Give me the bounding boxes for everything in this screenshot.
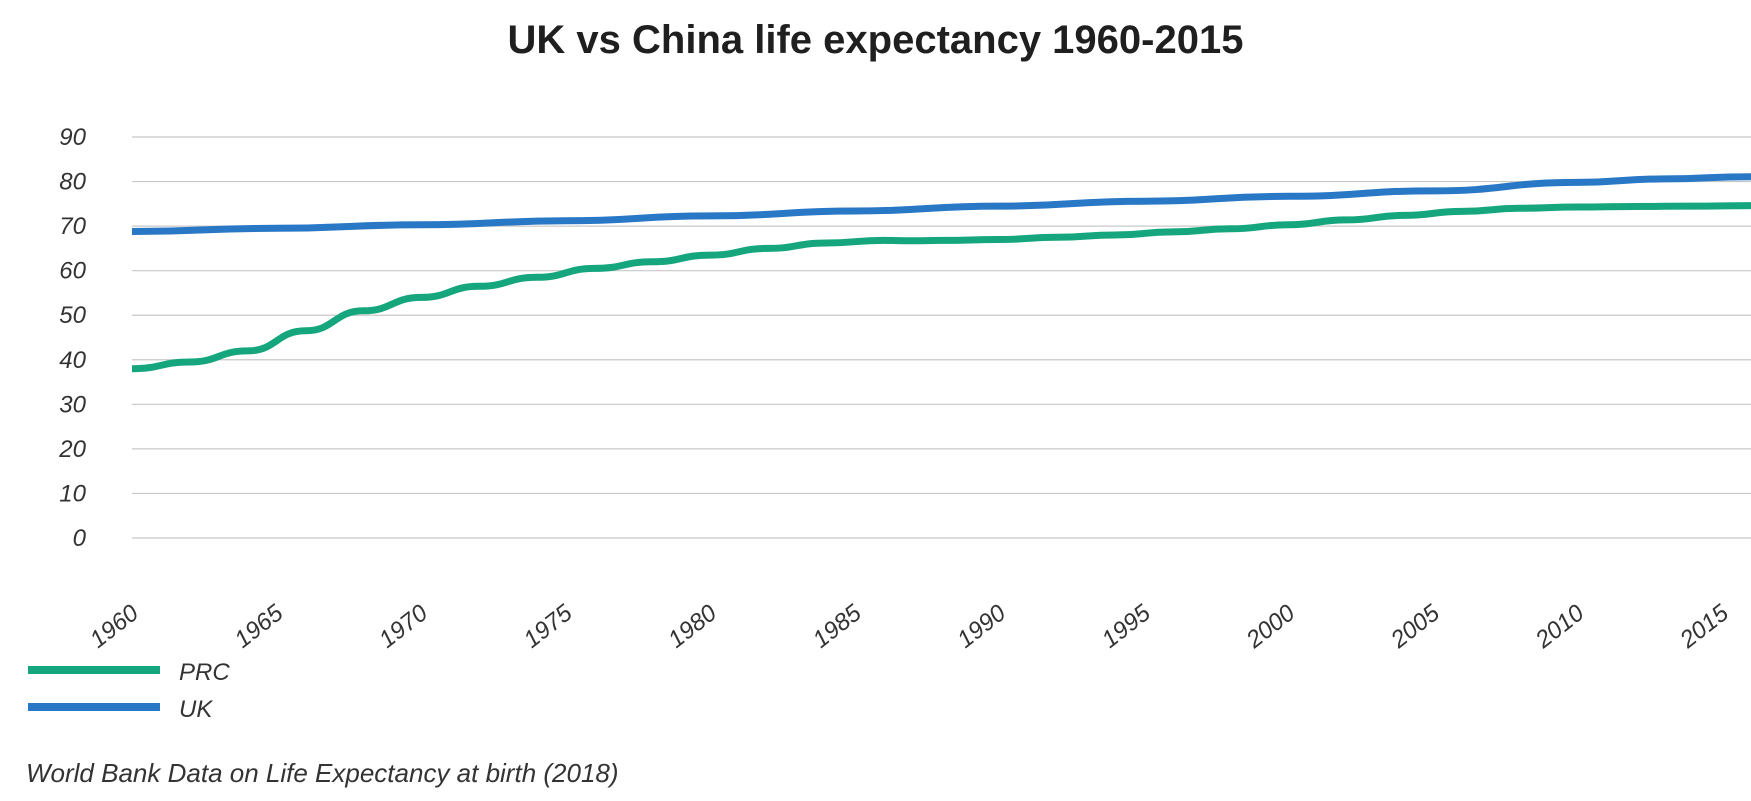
x-tick-label: 1985	[808, 599, 867, 654]
x-tick-label: 2015	[1674, 599, 1734, 654]
y-tick-label: 30	[59, 391, 86, 418]
y-tick-label: 10	[59, 480, 86, 507]
source-note: World Bank Data on Life Expectancy at bi…	[26, 758, 619, 789]
y-tick-label: 90	[59, 124, 86, 151]
x-tick-label: 1990	[952, 599, 1011, 654]
x-tick-label: 1975	[519, 599, 578, 654]
x-tick-label: 1965	[230, 599, 289, 654]
x-tick-label: 1995	[1097, 599, 1156, 654]
legend-label-prc: PRC	[179, 659, 230, 686]
y-axis-ticks: 0 10 20 30 40 50 60 70 80 90	[58, 124, 86, 552]
x-tick-label: 1970	[374, 599, 433, 654]
y-tick-label: 20	[58, 436, 86, 463]
x-axis-ticks: 1960 1965 1970 1975 1980 1985 1990 1995 2000 2005…	[85, 599, 1734, 654]
x-tick-label: 2000	[1241, 599, 1301, 654]
y-tick-label: 40	[59, 347, 86, 374]
legend: PRC UK	[28, 659, 230, 723]
gridlines	[132, 137, 1751, 538]
y-tick-label: 0	[73, 525, 87, 552]
x-tick-label: 2005	[1385, 599, 1445, 654]
series-line-prc	[132, 206, 1751, 369]
x-tick-label: 1980	[663, 599, 722, 654]
series-line-uk	[132, 177, 1751, 232]
series-lines	[132, 177, 1751, 369]
x-tick-label: 2010	[1530, 599, 1590, 654]
x-tick-label: 1960	[85, 599, 144, 654]
y-tick-label: 50	[59, 302, 86, 329]
y-tick-label: 60	[59, 258, 86, 285]
y-tick-label: 70	[59, 213, 86, 240]
legend-label-uk: UK	[179, 696, 213, 723]
y-tick-label: 80	[59, 169, 86, 196]
